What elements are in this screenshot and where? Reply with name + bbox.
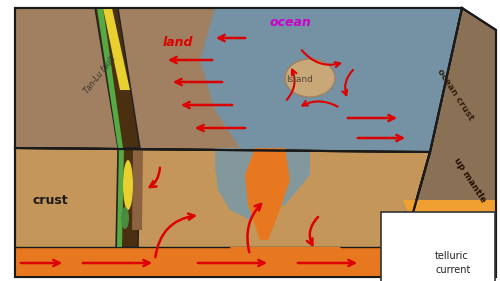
Polygon shape: [395, 8, 496, 277]
FancyArrowPatch shape: [342, 70, 353, 95]
Polygon shape: [97, 8, 123, 148]
Text: ocean: ocean: [269, 15, 311, 28]
FancyArrowPatch shape: [176, 79, 222, 85]
Text: up mantle: up mantle: [452, 156, 488, 204]
Ellipse shape: [123, 160, 133, 210]
Ellipse shape: [121, 207, 129, 229]
Polygon shape: [245, 148, 290, 240]
Text: land: land: [163, 35, 193, 49]
Polygon shape: [116, 148, 140, 247]
Text: Tan-Lu fault: Tan-Lu fault: [82, 55, 118, 96]
FancyArrowPatch shape: [170, 57, 212, 63]
FancyArrowPatch shape: [150, 168, 160, 187]
Text: ocean crust: ocean crust: [435, 68, 475, 123]
FancyBboxPatch shape: [381, 212, 495, 281]
FancyArrowPatch shape: [302, 50, 340, 67]
Polygon shape: [403, 200, 496, 220]
FancyArrowPatch shape: [307, 217, 318, 245]
Polygon shape: [230, 247, 350, 270]
FancyArrowPatch shape: [302, 101, 338, 106]
FancyArrowPatch shape: [248, 204, 261, 252]
FancyArrowPatch shape: [184, 102, 232, 108]
FancyArrowPatch shape: [358, 135, 403, 141]
Polygon shape: [215, 148, 310, 220]
FancyArrowPatch shape: [198, 260, 264, 266]
Text: telluric
current: telluric current: [435, 251, 470, 275]
FancyArrowPatch shape: [298, 260, 354, 266]
FancyArrowPatch shape: [218, 35, 245, 41]
Polygon shape: [95, 8, 140, 148]
FancyArrowPatch shape: [21, 260, 59, 266]
Text: crust: crust: [32, 194, 68, 207]
FancyArrowPatch shape: [156, 214, 194, 257]
FancyArrowPatch shape: [287, 70, 296, 100]
FancyArrowPatch shape: [83, 260, 150, 266]
Polygon shape: [15, 8, 462, 152]
FancyArrowPatch shape: [198, 125, 245, 131]
Polygon shape: [103, 8, 130, 90]
FancyArrowPatch shape: [348, 115, 395, 121]
Polygon shape: [132, 148, 143, 230]
FancyArrowPatch shape: [398, 252, 427, 258]
Polygon shape: [15, 148, 430, 277]
Text: Island: Island: [286, 76, 314, 85]
Polygon shape: [15, 247, 404, 277]
Polygon shape: [117, 148, 124, 247]
Polygon shape: [395, 220, 496, 277]
Ellipse shape: [285, 59, 335, 97]
Polygon shape: [200, 8, 462, 152]
